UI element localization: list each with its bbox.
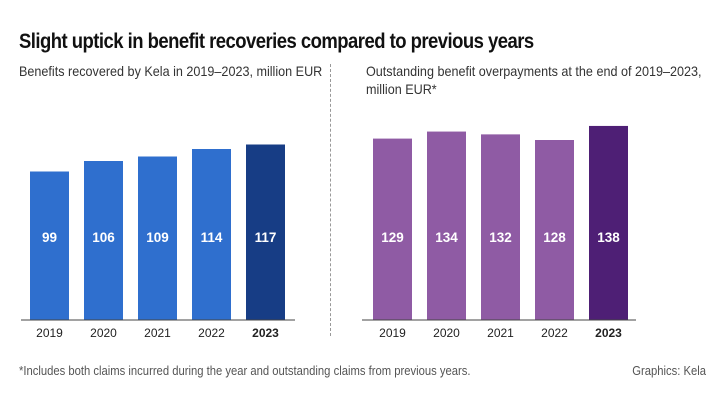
- right-tick-label-2021: 2021: [487, 326, 514, 340]
- left-value-label-2022: 114: [201, 230, 223, 245]
- left-chart-title: Benefits recovered by Kela in 2019–2023,…: [19, 63, 323, 79]
- left-tick-label-2019: 2019: [36, 326, 63, 340]
- left-tick-label-2023: 2023: [252, 326, 279, 340]
- left-bar-2023: [246, 144, 285, 320]
- right-tick-label-2022: 2022: [541, 326, 568, 340]
- right-bar-2023: [589, 125, 628, 320]
- left-value-label-2020: 106: [92, 230, 115, 245]
- right-value-label-2019: 129: [381, 230, 404, 245]
- right-chart-title-line-2: million EUR*: [366, 81, 437, 97]
- left-tick-label-2020: 2020: [90, 326, 117, 340]
- right-bar-2019: [373, 138, 412, 320]
- right-value-label-2022: 128: [543, 230, 566, 245]
- page-title: Slight uptick in benefit recoveries comp…: [19, 30, 534, 53]
- right-tick-label-2019: 2019: [379, 326, 406, 340]
- left-bar-2022: [192, 149, 231, 320]
- right-bar-2020: [427, 131, 466, 320]
- right-value-label-2020: 134: [435, 230, 458, 245]
- left-value-label-2019: 99: [42, 230, 57, 245]
- right-chart-title: Outstanding benefit overpayments at the …: [366, 62, 702, 98]
- left-tick-label-2022: 2022: [198, 326, 225, 340]
- right-value-label-2021: 132: [489, 230, 512, 245]
- right-tick-label-2023: 2023: [595, 326, 622, 340]
- graphics-credit: Graphics: Kela: [632, 364, 706, 378]
- right-value-label-2023: 138: [597, 230, 620, 245]
- left-value-label-2021: 109: [146, 230, 169, 245]
- left-tick-label-2021: 2021: [144, 326, 171, 340]
- left-bar-2019: [30, 171, 69, 320]
- left-bar-2020: [84, 161, 123, 320]
- right-bar-2021: [481, 134, 520, 320]
- right-tick-label-2020: 2020: [433, 326, 460, 340]
- chart-divider: [330, 64, 331, 336]
- left-bar-2021: [138, 156, 177, 320]
- left-value-label-2023: 117: [255, 230, 277, 245]
- right-bar-2022: [535, 140, 574, 320]
- footnote: *Includes both claims incurred during th…: [19, 364, 471, 378]
- right-chart-title-line-1: Outstanding benefit overpayments at the …: [366, 63, 702, 79]
